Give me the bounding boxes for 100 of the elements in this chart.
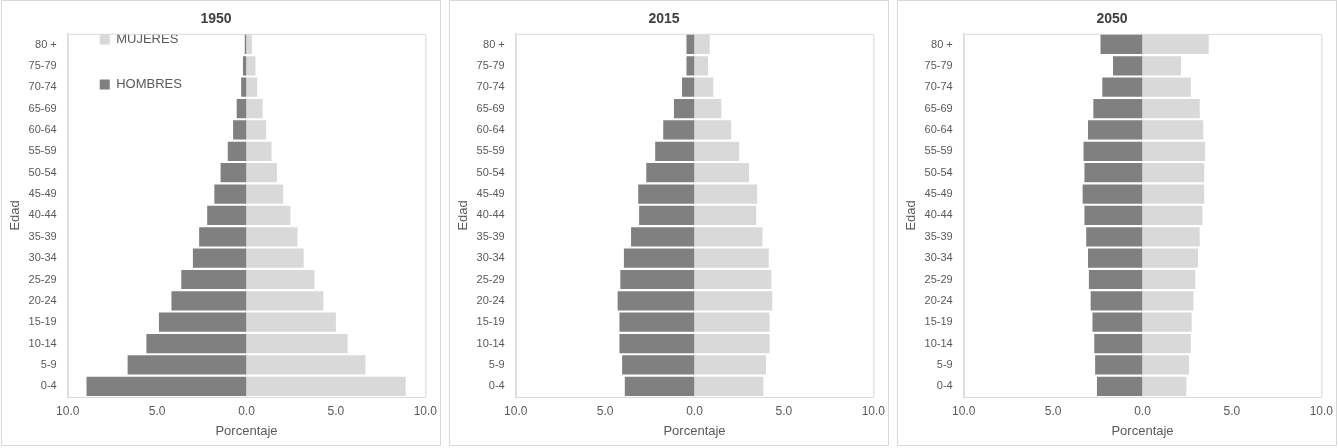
bar [1142,141,1206,161]
y-tick-label: 25-29 [28,272,57,285]
bar [1142,184,1205,204]
bar [1142,291,1194,311]
y-axis-title: Edad [7,200,23,231]
y-tick-label: 60-64 [476,122,505,135]
bar [1088,120,1143,140]
y-tick-label: 15-19 [924,315,953,328]
y-tick-label: 55-59 [924,144,953,157]
chart-title: 1950 [200,10,232,27]
bar [1084,163,1143,183]
y-tick-label: 0-4 [936,379,953,392]
x-tick-label: 10.0 [1309,403,1334,418]
bar [220,163,247,183]
bar [171,291,247,311]
bar [639,205,695,226]
bar [1084,205,1143,226]
bar [1142,355,1190,375]
bar [620,269,695,290]
bar [233,120,247,140]
bar [158,312,247,332]
bar [1102,77,1143,97]
bar [1094,333,1143,354]
y-tick-label: 10-14 [28,336,57,349]
bar [694,77,714,97]
y-tick-label: 65-69 [924,101,953,114]
bar [1092,312,1143,332]
y-tick-label: 0-4 [40,379,57,392]
bar [694,312,770,332]
bar [694,163,750,183]
x-axis-title: Porcentaje [1111,422,1174,438]
y-tick-label: 70-74 [28,80,57,93]
bar [241,77,247,97]
bar [1082,184,1143,204]
x-tick-label: 0.0 [1134,403,1152,418]
bar [1142,98,1200,119]
y-tick-label: 75-79 [924,58,953,71]
x-tick-label: 5.0 [327,403,345,418]
x-tick-label: 10.0 [952,403,976,418]
bar [146,333,247,354]
y-tick-label: 30-34 [28,251,57,264]
bar [246,291,324,311]
bar [1096,376,1143,396]
bar [617,291,695,311]
bar [1142,312,1192,332]
x-tick-label: 5.0 [148,403,166,418]
bar [624,376,695,396]
y-tick-label: 20-24 [924,293,953,306]
y-tick-label: 5-9 [40,357,57,370]
y-tick-label: 20-24 [28,293,57,306]
bar [246,312,336,332]
bar [246,269,315,290]
bar [1088,269,1143,290]
x-axis-title: Porcentaje [663,422,726,438]
bar [246,355,366,375]
bar [663,120,695,140]
bar [694,141,740,161]
y-tick-label: 10-14 [476,336,505,349]
bar [694,227,763,247]
bar [127,355,247,375]
bar [227,141,247,161]
y-tick-label: 55-59 [476,144,505,157]
y-tick-label: 55-59 [28,144,57,157]
bar [1142,77,1191,97]
y-tick-label: 15-19 [28,315,57,328]
bar [694,184,758,204]
x-tick-label: 5.0 [775,403,793,418]
y-tick-label: 45-49 [924,187,953,200]
y-tick-label: 10-14 [924,336,953,349]
bar [1142,56,1181,76]
y-tick-label: 50-54 [924,165,953,178]
bar [246,227,298,247]
bar [1086,227,1143,247]
y-tick-label: 75-79 [28,58,57,71]
bar [622,355,695,375]
x-tick-label: 0.0 [238,403,256,418]
y-tick-label: 40-44 [924,208,953,221]
bar [1093,98,1143,119]
bar [1142,227,1200,247]
y-tick-label: 5-9 [488,357,505,370]
y-tick-label: 50-54 [28,165,57,178]
y-tick-label: 80 + [35,37,57,50]
y-tick-label: 35-39 [28,229,57,242]
y-tick-label: 5-9 [936,357,953,370]
bar [623,248,695,268]
y-tick-label: 80 + [483,37,505,50]
bar [686,34,695,55]
bar [246,163,277,183]
bar [646,163,695,183]
bar [638,184,695,204]
y-tick-label: 25-29 [924,272,953,285]
x-tick-label: 5.0 [596,403,614,418]
bar [1142,333,1191,354]
y-tick-label: 25-29 [476,272,505,285]
bar [1142,163,1205,183]
y-tick-label: 60-64 [28,122,57,135]
y-tick-label: 20-24 [476,293,505,306]
bar [246,184,284,204]
bar [1090,291,1143,311]
bar [694,98,722,119]
